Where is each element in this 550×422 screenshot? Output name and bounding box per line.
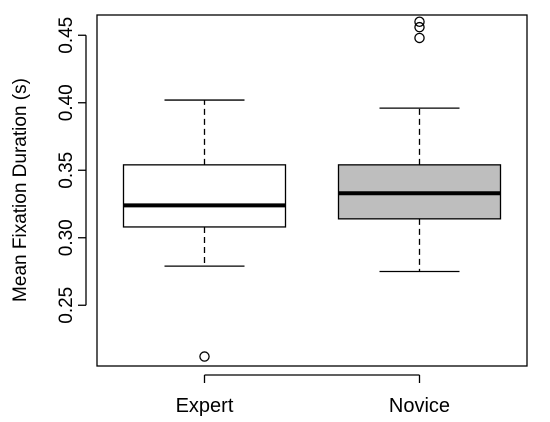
- outlier-point: [414, 16, 425, 27]
- outlier-point: [414, 21, 425, 33]
- boxes: [122, 16, 502, 362]
- plot-frame: [96, 14, 528, 367]
- y-tick-label: 0.35: [56, 152, 77, 189]
- y-tick-label: 0.45: [56, 17, 77, 54]
- y-tick-label: 0.30: [56, 219, 77, 256]
- y-axis: 0.25 0.30 0.35 0.40 0.45: [56, 17, 87, 324]
- y-tick-label: 0.25: [56, 287, 77, 324]
- x-tick-label-expert: Expert: [176, 395, 234, 417]
- box-expert: [122, 99, 287, 362]
- outlier-point: [414, 32, 425, 44]
- iqr-box: [122, 164, 287, 228]
- box-novice: [337, 16, 502, 273]
- x-tick-label-novice: Novice: [389, 395, 450, 417]
- y-tick-label: 0.40: [56, 84, 77, 121]
- outlier-point: [199, 351, 210, 362]
- x-axis: Expert Novice: [176, 374, 450, 417]
- y-axis-label: Mean Fixation Duration (s): [10, 78, 31, 302]
